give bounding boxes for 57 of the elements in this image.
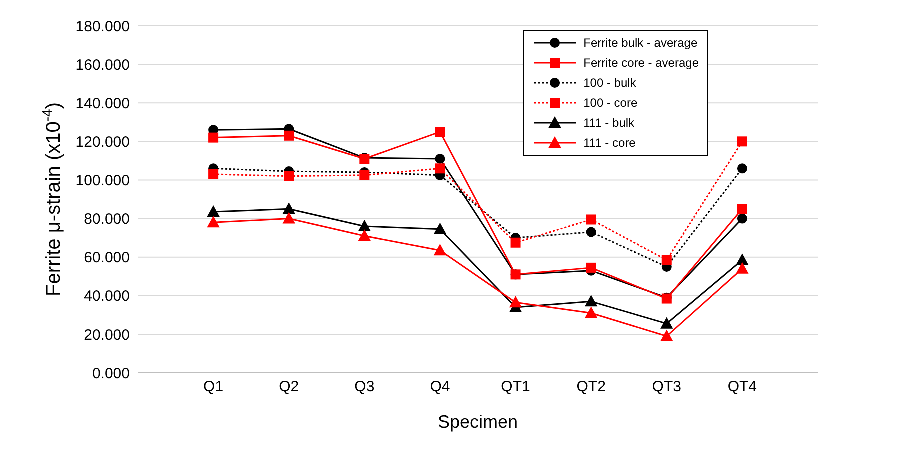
point <box>208 132 219 143</box>
y-tick-label: 0.000 <box>92 365 130 382</box>
x-tick-label: Q2 <box>279 378 300 396</box>
y-tick-label: 140.000 <box>76 95 130 112</box>
point <box>586 214 596 225</box>
point <box>283 212 296 224</box>
x-tick-label: QT1 <box>501 378 530 396</box>
x-axis-title: Specimen <box>438 412 518 432</box>
point <box>435 127 446 138</box>
x-tick-label: QT4 <box>728 378 758 396</box>
point <box>208 206 220 218</box>
point <box>510 296 522 308</box>
point <box>737 214 748 224</box>
y-tick-label: 160.000 <box>76 56 130 74</box>
point <box>736 262 748 274</box>
y-tick-label: 100.000 <box>76 172 130 190</box>
x-tick-label: Q4 <box>430 378 450 396</box>
y-tick-label: 80.000 <box>84 211 130 228</box>
point <box>510 238 521 248</box>
point <box>434 223 446 234</box>
x-tick-label: Q3 <box>354 378 375 396</box>
y-tick-label: 60.000 <box>84 250 130 267</box>
legend-label: 100 - core <box>584 96 638 110</box>
y-tick-label: 180.000 <box>76 18 130 36</box>
point <box>435 164 446 174</box>
y-tick-label: 20.000 <box>84 326 130 344</box>
legend-label: 111 - bulk <box>584 116 635 130</box>
point <box>358 220 371 232</box>
point <box>284 130 294 141</box>
point <box>585 296 598 307</box>
point <box>660 318 673 329</box>
point <box>435 154 446 164</box>
point <box>660 330 673 342</box>
legend-label: Ferrite core - average <box>584 56 699 70</box>
point <box>360 170 370 180</box>
x-tick-label: QT3 <box>652 378 682 396</box>
point <box>737 136 748 147</box>
point <box>737 204 748 214</box>
point <box>208 169 219 180</box>
legend-label: Ferrite bulk - average <box>584 36 698 50</box>
y-tick-label: 40.000 <box>84 288 130 306</box>
legend-label: 100 - bulk <box>584 76 636 90</box>
point <box>586 227 596 238</box>
point <box>283 203 296 214</box>
x-tick-label: QT2 <box>576 378 606 396</box>
point <box>358 230 371 242</box>
y-tick-label: 120.000 <box>76 134 130 151</box>
point <box>434 244 446 256</box>
point <box>736 254 748 266</box>
point <box>737 164 748 174</box>
point <box>586 262 596 273</box>
point <box>208 216 220 228</box>
legend-label: 111 - core <box>584 136 636 150</box>
point <box>662 255 672 266</box>
point <box>585 307 598 318</box>
point <box>284 171 294 182</box>
x-tick-label: Q1 <box>204 378 224 396</box>
